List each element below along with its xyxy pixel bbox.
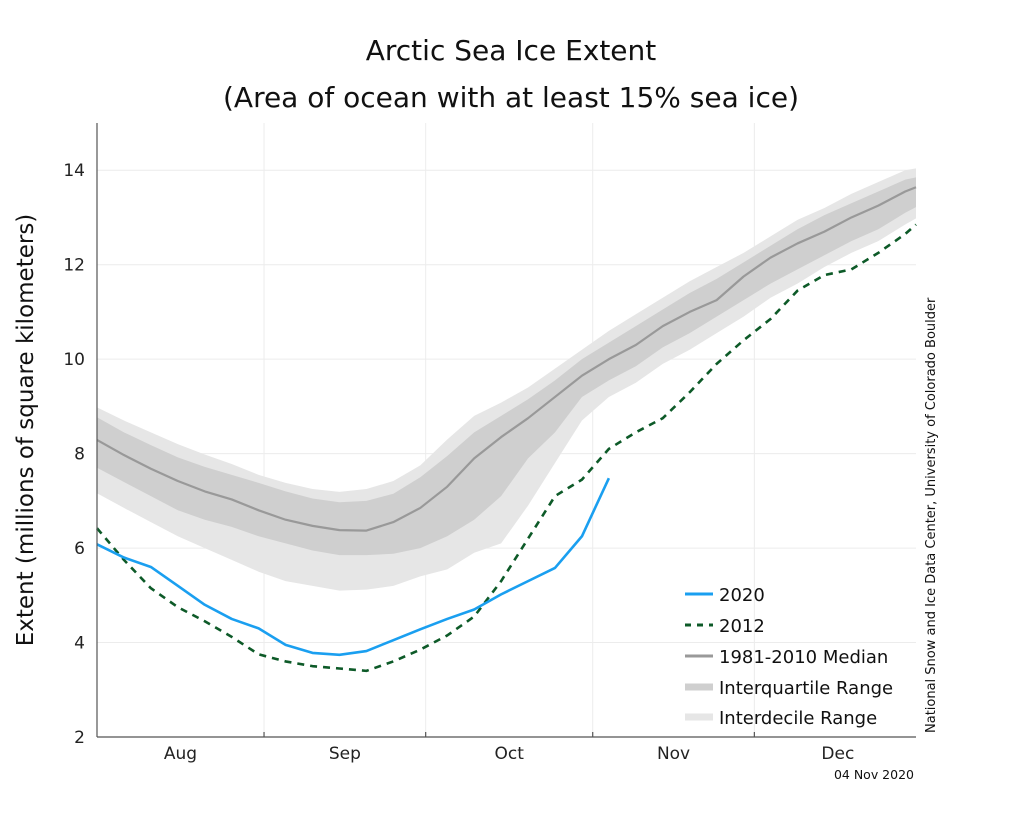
y-axis-label: Extent (millions of square kilometers)	[13, 214, 39, 647]
chart-title-line-1: Arctic Sea Ice Extent	[366, 34, 657, 67]
legend-label-interdecile: Interdecile Range	[719, 708, 877, 729]
x-tick-labels: Aug Sep Oct Nov Dec	[164, 744, 854, 764]
x-tick-label: Sep	[329, 744, 361, 764]
y-tick-label: 2	[74, 728, 85, 748]
legend: 2020 2012 1981-2010 Median Interquartile…	[685, 585, 893, 729]
median-line	[96, 186, 917, 532]
chart-title-line-2: (Area of ocean with at least 15% sea ice…	[223, 81, 799, 114]
series-lines	[96, 186, 917, 673]
series-2012-line	[96, 223, 917, 673]
y-tick-label: 12	[63, 256, 85, 276]
legend-label-interquartile: Interquartile Range	[719, 678, 893, 699]
x-tick-label: Nov	[657, 744, 690, 764]
axes	[96, 123, 916, 738]
y-tick-label: 4	[74, 634, 85, 654]
legend-label-2012: 2012	[719, 616, 765, 637]
range-bands	[97, 168, 916, 591]
interdecile-band	[97, 168, 916, 591]
y-tick-labels: 2 4 6 8 10 12 14	[63, 161, 85, 748]
y-tick-label: 14	[63, 161, 85, 181]
x-tick-label: Aug	[164, 744, 197, 764]
credit-text: National Snow and Ice Data Center, Unive…	[924, 297, 939, 733]
y-tick-label: 8	[74, 445, 85, 465]
interquartile-band	[97, 177, 916, 556]
y-tick-label: 6	[74, 539, 85, 559]
x-tick-label: Oct	[494, 744, 524, 764]
date-stamp: 04 Nov 2020	[834, 767, 914, 782]
y-tick-label: 10	[63, 350, 85, 370]
series-2020-line	[96, 477, 611, 657]
legend-label-2020: 2020	[719, 585, 765, 606]
legend-label-median: 1981-2010 Median	[719, 647, 888, 668]
x-tick-label: Dec	[821, 744, 854, 764]
